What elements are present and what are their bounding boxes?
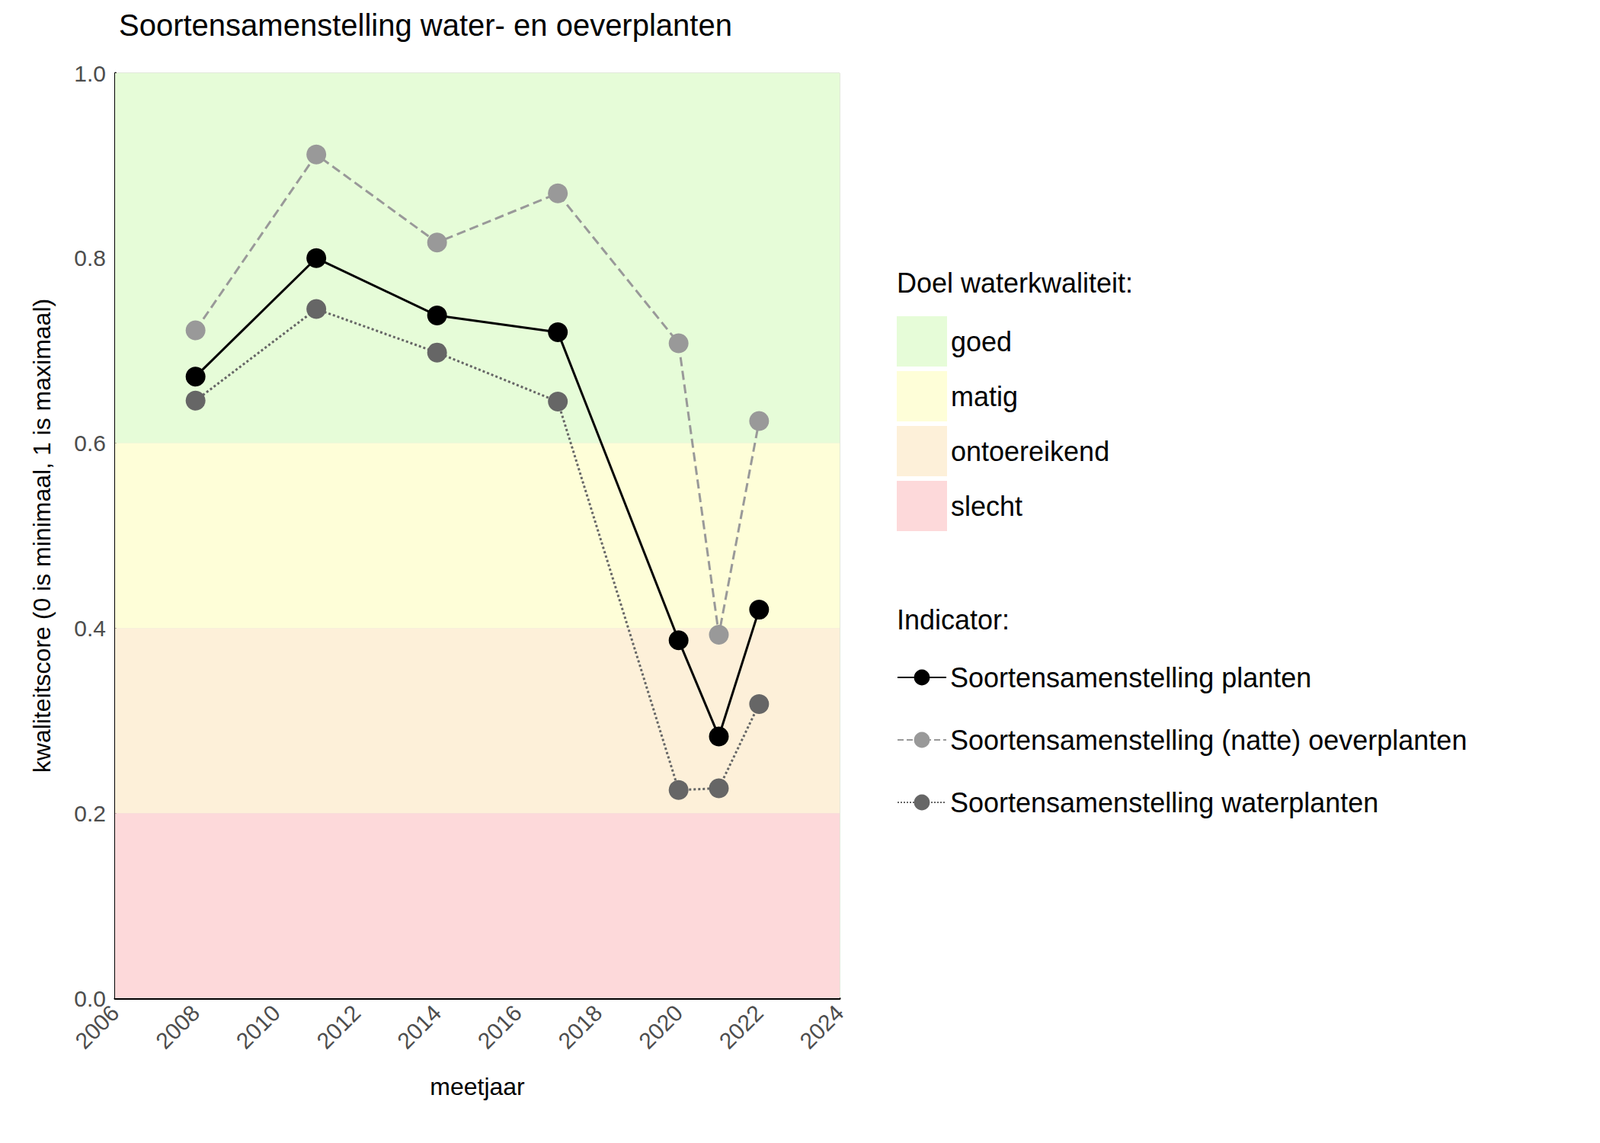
svg-text:goed: goed — [950, 326, 1012, 358]
svg-text:Soortensamenstelling planten: Soortensamenstelling planten — [950, 662, 1312, 694]
svg-text:0.2: 0.2 — [73, 800, 106, 826]
svg-text:0.8: 0.8 — [73, 245, 106, 271]
svg-text:Soortensamenstelling water- en: Soortensamenstelling water- en oeverplan… — [118, 8, 733, 42]
svg-text:meetjaar: meetjaar — [429, 1072, 525, 1101]
svg-text:ontoereikend: ontoereikend — [950, 435, 1110, 468]
svg-text:2020: 2020 — [633, 999, 688, 1054]
svg-text:2016: 2016 — [472, 999, 527, 1054]
svg-text:Soortensamenstelling waterplan: Soortensamenstelling waterplanten — [950, 787, 1379, 819]
svg-text:0.6: 0.6 — [73, 430, 106, 456]
svg-text:2024: 2024 — [794, 999, 849, 1054]
svg-text:0.4: 0.4 — [73, 615, 106, 641]
svg-text:2006: 2006 — [70, 999, 125, 1054]
svg-text:kwaliteitscore (0 is minimaal,: kwaliteitscore (0 is minimaal, 1 is maxi… — [28, 298, 56, 773]
svg-text:slecht: slecht — [950, 490, 1023, 522]
svg-text:2014: 2014 — [392, 999, 447, 1054]
svg-text:matig: matig — [950, 380, 1018, 413]
svg-text:2022: 2022 — [713, 999, 768, 1054]
svg-text:Soortensamenstelling (natte) o: Soortensamenstelling (natte) oeverplante… — [950, 724, 1467, 756]
svg-text:0.0: 0.0 — [74, 985, 106, 1011]
svg-text:2008: 2008 — [150, 999, 205, 1054]
svg-text:1.0: 1.0 — [73, 60, 106, 87]
svg-text:2010: 2010 — [230, 999, 285, 1054]
svg-text:Indicator:: Indicator: — [896, 604, 1010, 636]
svg-text:2012: 2012 — [311, 999, 366, 1054]
svg-text:Doel waterkwaliteit:: Doel waterkwaliteit: — [896, 267, 1133, 299]
svg-text:2018: 2018 — [553, 999, 608, 1054]
